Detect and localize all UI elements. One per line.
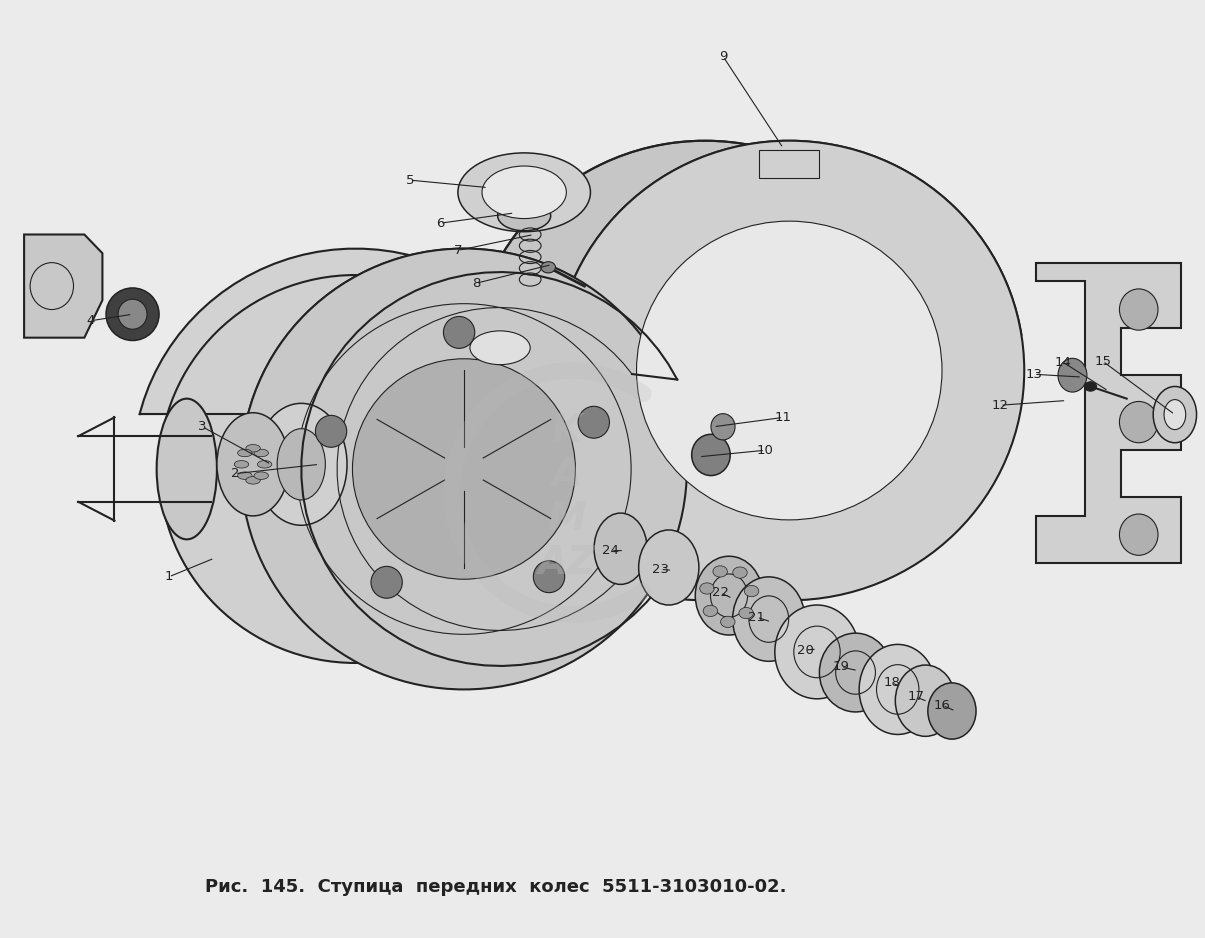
Circle shape <box>721 616 735 628</box>
Ellipse shape <box>928 683 976 739</box>
Circle shape <box>733 567 747 578</box>
Ellipse shape <box>470 141 940 600</box>
Text: 22: 22 <box>712 586 729 599</box>
Ellipse shape <box>159 275 552 663</box>
Text: 11: 11 <box>775 411 792 424</box>
Ellipse shape <box>895 665 956 736</box>
Circle shape <box>704 605 718 616</box>
Ellipse shape <box>692 434 730 476</box>
Ellipse shape <box>240 355 471 583</box>
Ellipse shape <box>254 472 269 479</box>
Text: Рис.  145.  Ступица  передних  колес  5511-3103010-02.: Рис. 145. Ступица передних колес 5511-31… <box>205 878 787 896</box>
Ellipse shape <box>1119 289 1158 330</box>
Text: K
A
M
AZ: K A M AZ <box>537 412 595 582</box>
Ellipse shape <box>237 449 252 457</box>
Text: 18: 18 <box>883 676 900 689</box>
Text: 8: 8 <box>472 277 480 290</box>
Polygon shape <box>24 234 102 338</box>
Ellipse shape <box>859 644 936 734</box>
Ellipse shape <box>118 299 147 329</box>
Text: 6: 6 <box>436 217 443 230</box>
Ellipse shape <box>458 153 590 232</box>
Text: 7: 7 <box>453 244 463 257</box>
Text: 2: 2 <box>230 467 240 480</box>
Ellipse shape <box>498 201 551 231</box>
Circle shape <box>739 608 753 619</box>
Text: 16: 16 <box>934 699 951 712</box>
Circle shape <box>1084 382 1097 391</box>
Ellipse shape <box>254 449 269 457</box>
Ellipse shape <box>255 403 347 525</box>
Text: 19: 19 <box>833 660 850 673</box>
Ellipse shape <box>246 445 260 452</box>
Ellipse shape <box>1164 400 1186 430</box>
Ellipse shape <box>316 416 347 447</box>
Text: 13: 13 <box>1025 368 1042 381</box>
Text: 3: 3 <box>198 420 207 433</box>
Ellipse shape <box>1119 401 1158 443</box>
Ellipse shape <box>237 472 252 479</box>
Ellipse shape <box>470 331 530 365</box>
Text: 12: 12 <box>992 399 1009 412</box>
Circle shape <box>700 582 715 594</box>
Ellipse shape <box>552 221 858 520</box>
Circle shape <box>541 262 556 273</box>
Ellipse shape <box>636 221 942 520</box>
Ellipse shape <box>695 556 763 635</box>
Text: 4: 4 <box>87 314 94 327</box>
Ellipse shape <box>819 633 892 712</box>
Ellipse shape <box>578 406 610 438</box>
Ellipse shape <box>234 461 248 468</box>
Ellipse shape <box>241 249 687 689</box>
Text: 14: 14 <box>1054 356 1071 369</box>
Ellipse shape <box>443 316 475 348</box>
Ellipse shape <box>246 477 260 484</box>
Text: 1: 1 <box>164 570 174 583</box>
Ellipse shape <box>1153 386 1197 443</box>
Ellipse shape <box>1119 514 1158 555</box>
Ellipse shape <box>711 414 735 440</box>
Text: 23: 23 <box>652 563 669 576</box>
Ellipse shape <box>534 561 565 593</box>
Text: 5: 5 <box>405 174 415 187</box>
Ellipse shape <box>482 166 566 219</box>
Circle shape <box>713 566 728 577</box>
Ellipse shape <box>775 605 859 699</box>
Polygon shape <box>1036 263 1181 563</box>
Text: 9: 9 <box>719 50 727 63</box>
Ellipse shape <box>157 399 217 539</box>
Ellipse shape <box>554 141 1024 600</box>
FancyBboxPatch shape <box>759 150 819 178</box>
Text: 15: 15 <box>1094 355 1111 368</box>
Text: 10: 10 <box>757 444 774 457</box>
Ellipse shape <box>1058 358 1087 392</box>
Ellipse shape <box>352 359 576 579</box>
Ellipse shape <box>371 567 402 598</box>
Circle shape <box>745 585 759 597</box>
Text: 17: 17 <box>907 690 924 704</box>
Ellipse shape <box>258 461 272 468</box>
Ellipse shape <box>639 530 699 605</box>
Ellipse shape <box>733 577 805 661</box>
Ellipse shape <box>106 288 159 340</box>
Text: 24: 24 <box>602 544 619 557</box>
Ellipse shape <box>594 513 647 584</box>
Text: 20: 20 <box>797 643 813 657</box>
Text: 21: 21 <box>748 611 765 624</box>
Ellipse shape <box>277 429 325 500</box>
Ellipse shape <box>217 413 289 516</box>
